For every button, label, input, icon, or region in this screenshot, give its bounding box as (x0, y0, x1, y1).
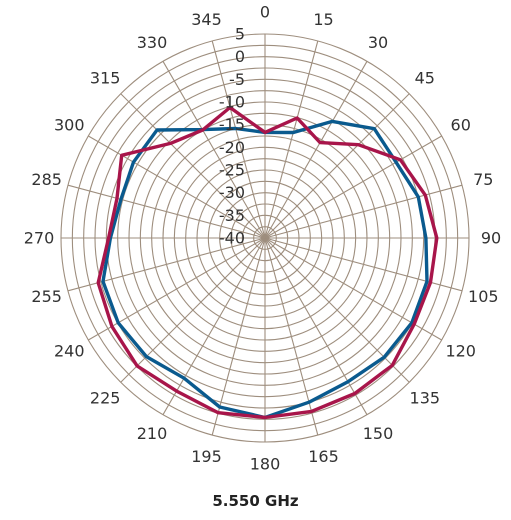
angle-tick-label: 105 (468, 287, 499, 306)
angle-tick-label: 165 (308, 447, 339, 466)
angle-spokes (61, 34, 469, 442)
angle-tick-label: 180 (250, 455, 281, 474)
angle-tick-label: 75 (473, 170, 493, 189)
radial-tick-label: 5 (235, 25, 245, 44)
angle-tick-label: 60 (451, 116, 471, 135)
polar-chart: 0 15 30 45 60 75 90 105 120 135 150 165 180 195 210 225… (24, 3, 501, 474)
radial-tick-label: -5 (229, 70, 245, 89)
angle-tick-label: 300 (54, 116, 85, 135)
angle-tick-label: 285 (31, 170, 62, 189)
grid-spoke (162, 61, 266, 239)
radial-tick-label: -30 (219, 183, 245, 202)
grid-spoke (120, 237, 266, 383)
radial-tick-label: -25 (219, 161, 245, 180)
series-layer (96, 105, 439, 420)
angle-tick-labels: 0 15 30 45 60 75 90 105 120 135 150 165 180 195 210 225… (24, 3, 501, 474)
radial-tick-label: -15 (219, 115, 245, 134)
angle-tick-label: 225 (90, 388, 121, 407)
grid-spoke (264, 61, 368, 239)
radial-tick-label: -10 (219, 93, 245, 112)
angle-tick-label: 30 (368, 33, 388, 52)
grid-spoke (264, 135, 442, 239)
angle-tick-label: 120 (445, 342, 476, 361)
chart-title: 5.550 GHz (212, 492, 299, 510)
grid-spoke (211, 40, 266, 239)
angle-tick-label: 330 (137, 33, 168, 52)
angle-tick-label: 0 (260, 3, 270, 22)
grid-spoke (162, 237, 266, 415)
radial-tick-label: -20 (219, 138, 245, 157)
angle-tick-label: 255 (31, 287, 62, 306)
angle-tick-label: 345 (191, 10, 222, 29)
angle-tick-label: 270 (24, 229, 55, 248)
grid-spoke (67, 237, 266, 292)
radial-tick-label: 0 (235, 47, 245, 66)
angle-tick-label: 45 (415, 69, 435, 88)
grid-spoke (88, 135, 266, 239)
angle-tick-label: 210 (137, 424, 168, 443)
grid-spoke (67, 184, 266, 239)
angle-tick-label: 135 (410, 388, 441, 407)
grid-spoke (211, 237, 266, 436)
grid-spoke (264, 40, 319, 239)
grid-spoke (264, 93, 410, 239)
angle-tick-label: 90 (481, 229, 501, 248)
grid-spoke (264, 184, 463, 239)
radial-tick-label: -40 (219, 229, 245, 248)
angle-tick-label: 195 (191, 447, 222, 466)
radial-tick-labels: 5 0 -5 -10 -15 -20 -25 -30 -35 -40 (219, 25, 245, 248)
radial-tick-label: -35 (219, 206, 245, 225)
angle-tick-label: 315 (90, 69, 121, 88)
grid-spoke (264, 237, 368, 415)
angle-tick-label: 15 (313, 10, 333, 29)
grid-spoke (120, 93, 266, 239)
angle-tick-label: 240 (54, 342, 85, 361)
angle-tick-label: 150 (363, 424, 394, 443)
series-line-2 (96, 105, 439, 420)
